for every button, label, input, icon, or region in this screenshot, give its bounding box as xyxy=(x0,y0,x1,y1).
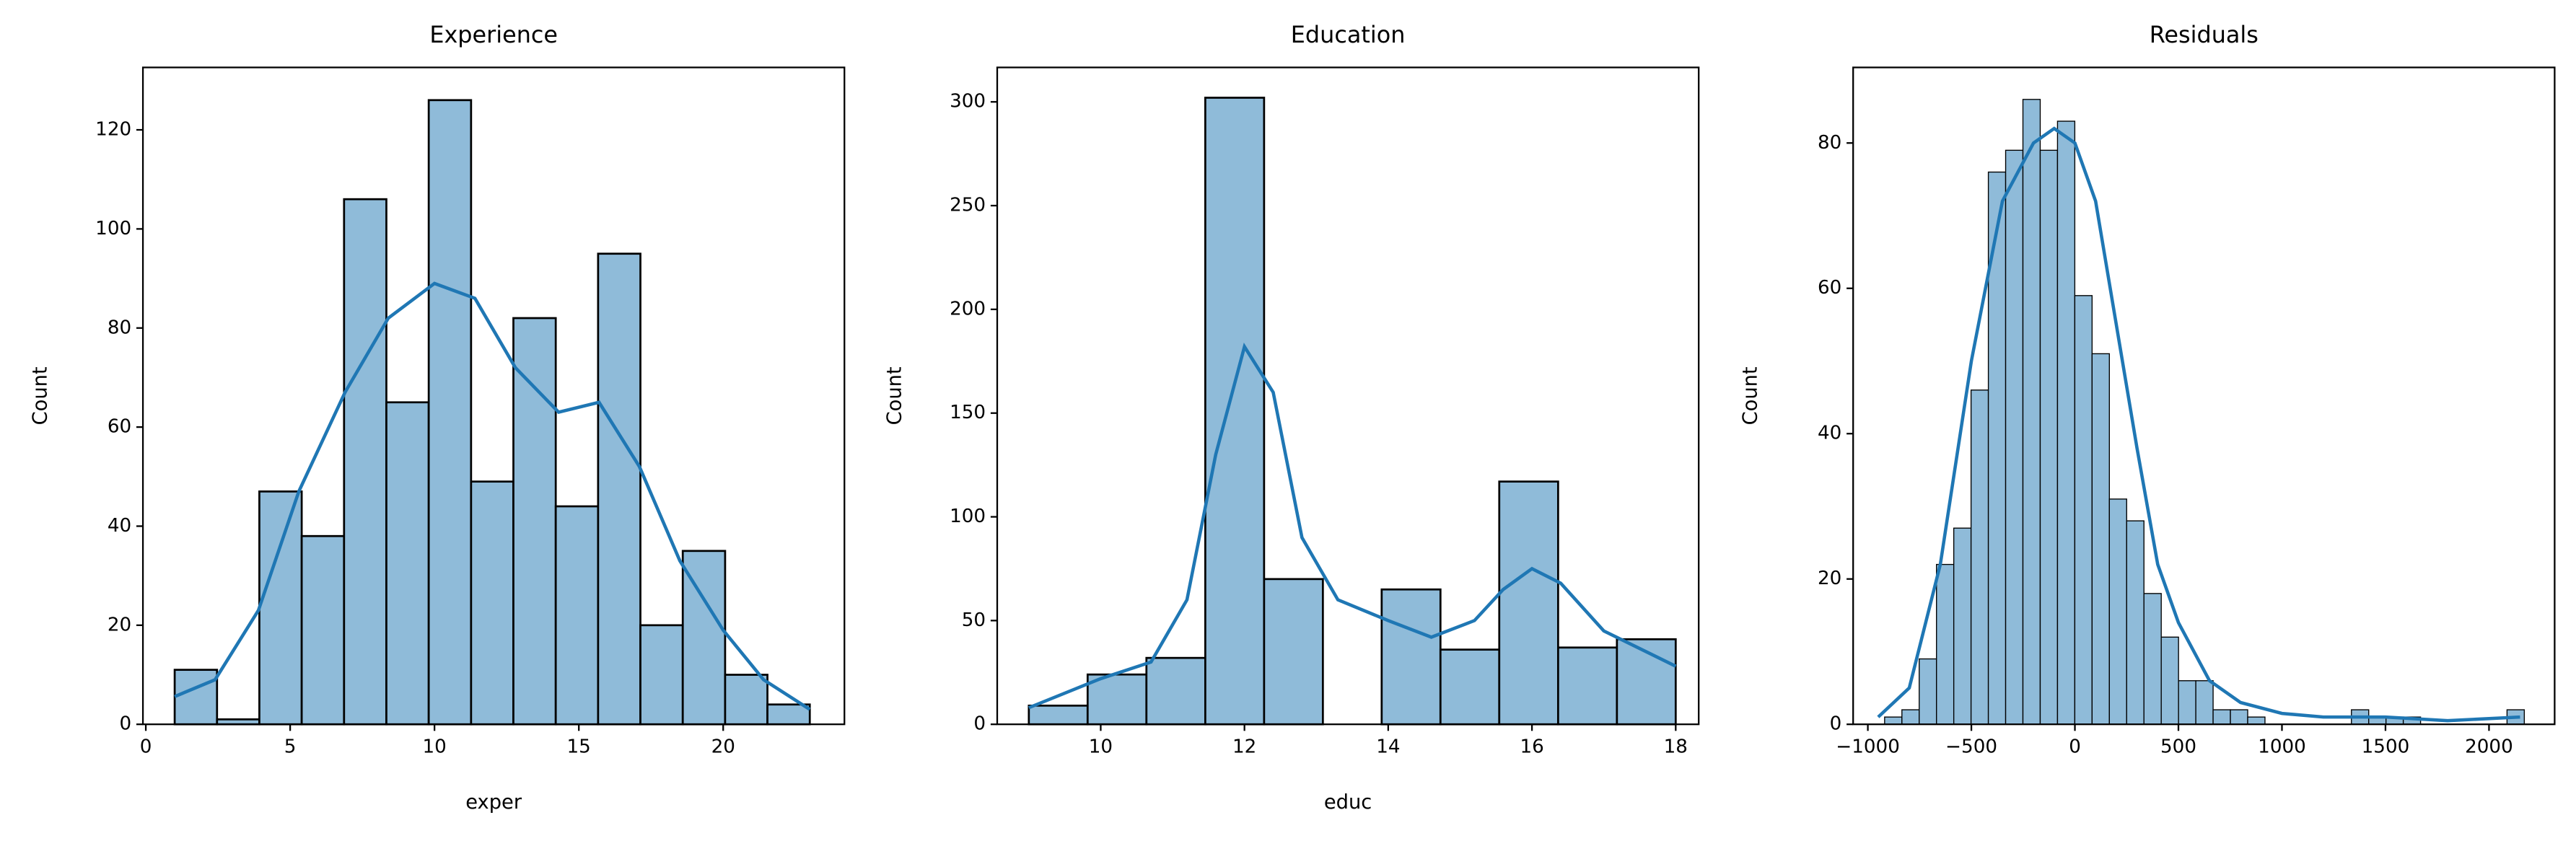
bar xyxy=(427,99,473,726)
bar xyxy=(1970,389,1989,725)
y-axis-label: Count xyxy=(29,366,51,425)
bar xyxy=(470,480,514,726)
bar xyxy=(1884,716,1903,725)
y-tick-label: 80 xyxy=(1818,132,1841,154)
x-tick-label: −500 xyxy=(1945,736,1997,758)
y-tick-label: 250 xyxy=(950,195,986,216)
bar xyxy=(300,534,346,726)
chart-title: Residuals xyxy=(2150,21,2259,48)
bar xyxy=(2022,99,2041,725)
kde-line xyxy=(1028,343,1677,710)
x-tick-label: 14 xyxy=(1376,736,1400,758)
kde-line xyxy=(174,281,811,711)
bar xyxy=(1439,648,1501,726)
bar xyxy=(1901,709,1920,725)
bar xyxy=(1145,656,1206,726)
bar xyxy=(724,674,768,726)
bar xyxy=(1919,658,1937,725)
x-tick-label: 16 xyxy=(1520,736,1543,758)
x-tick-label: 0 xyxy=(2069,736,2081,758)
bar xyxy=(1953,527,1972,725)
x-tick-label: 10 xyxy=(423,736,447,758)
bar xyxy=(639,624,684,726)
bar xyxy=(173,669,219,726)
y-tick-label: 120 xyxy=(95,119,131,141)
bar xyxy=(258,490,303,726)
bar xyxy=(2230,709,2248,725)
bar xyxy=(1204,97,1266,726)
bar xyxy=(597,252,641,726)
bar xyxy=(343,198,387,726)
bar xyxy=(2039,149,2059,725)
axes-frame xyxy=(1852,66,2556,726)
y-tick-label: 100 xyxy=(950,506,986,527)
chart-title: Experience xyxy=(429,21,558,48)
x-tick-label: 1500 xyxy=(2362,736,2410,758)
axes-frame xyxy=(141,66,846,726)
y-axis-label: Count xyxy=(883,366,906,425)
y-tick-label: 20 xyxy=(1818,568,1841,589)
x-tick-label: 10 xyxy=(1089,736,1113,758)
x-tick-label: −1000 xyxy=(1836,736,1900,758)
bar xyxy=(554,505,600,726)
y-tick-label: 40 xyxy=(1818,423,1841,444)
bar xyxy=(2091,353,2110,725)
bar xyxy=(2195,680,2214,725)
axes-frame xyxy=(996,66,1700,726)
y-tick-label: 200 xyxy=(950,298,986,320)
y-tick-label: 0 xyxy=(119,713,131,735)
bar xyxy=(385,401,430,726)
bar xyxy=(2160,636,2179,725)
bar xyxy=(2108,498,2127,725)
y-tick-label: 40 xyxy=(108,515,131,537)
x-tick-label: 0 xyxy=(140,736,152,758)
x-axis-label: educ xyxy=(1324,791,1372,814)
bar xyxy=(2074,295,2093,725)
x-tick-label: 18 xyxy=(1664,736,1688,758)
bar xyxy=(2005,149,2024,725)
kde-line xyxy=(1877,126,2520,723)
x-axis-label: exper xyxy=(465,791,522,814)
bar xyxy=(1380,588,1442,726)
x-tick-label: 12 xyxy=(1232,736,1256,758)
bar xyxy=(2143,593,2162,725)
bar xyxy=(2126,520,2145,725)
y-tick-label: 100 xyxy=(95,218,131,239)
y-tick-label: 60 xyxy=(1818,277,1841,299)
y-tick-label: 50 xyxy=(962,609,986,631)
x-tick-label: 15 xyxy=(567,736,591,758)
x-tick-label: 500 xyxy=(2160,736,2196,758)
x-tick-label: 20 xyxy=(711,736,735,758)
chart-title: Education xyxy=(1291,21,1406,48)
bar xyxy=(2056,120,2076,725)
bar xyxy=(2178,680,2196,725)
x-tick-label: 5 xyxy=(284,736,297,758)
bar xyxy=(512,317,557,726)
y-tick-label: 0 xyxy=(973,713,986,735)
bar xyxy=(1028,704,1089,726)
y-tick-label: 150 xyxy=(950,402,986,423)
bar xyxy=(2212,709,2231,725)
x-tick-label: 2000 xyxy=(2465,736,2513,758)
bar xyxy=(1263,578,1324,726)
y-tick-label: 80 xyxy=(108,317,131,338)
bar xyxy=(1556,646,1618,726)
x-tick-label: 1000 xyxy=(2258,736,2306,758)
y-axis-label: Count xyxy=(1740,366,1762,425)
y-tick-label: 60 xyxy=(108,416,131,438)
bar xyxy=(1498,480,1559,726)
y-tick-label: 20 xyxy=(108,614,131,635)
y-tick-label: 300 xyxy=(950,91,986,113)
bar xyxy=(2247,716,2266,725)
y-tick-label: 0 xyxy=(1830,713,1842,735)
bar xyxy=(1936,563,1955,725)
bar xyxy=(766,703,811,726)
